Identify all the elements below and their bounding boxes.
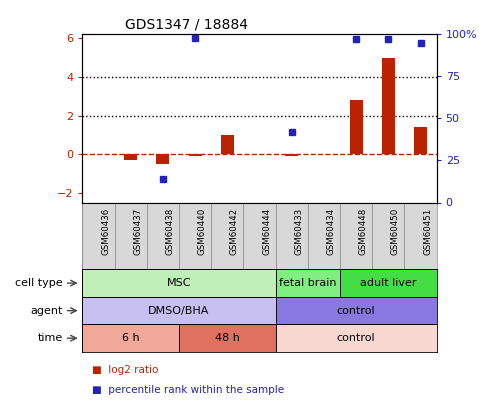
Text: MSC: MSC xyxy=(167,278,191,288)
Text: GSM60437: GSM60437 xyxy=(133,208,142,255)
Text: GDS1347 / 18884: GDS1347 / 18884 xyxy=(125,18,248,32)
Bar xyxy=(414,127,427,154)
Bar xyxy=(382,58,395,154)
Text: control: control xyxy=(337,306,375,315)
Text: agent: agent xyxy=(30,306,63,315)
Bar xyxy=(124,154,137,160)
Text: 48 h: 48 h xyxy=(215,333,240,343)
Bar xyxy=(156,154,169,164)
Text: GSM60444: GSM60444 xyxy=(262,208,271,255)
Bar xyxy=(82,297,275,324)
Bar xyxy=(147,202,179,269)
Text: GSM60450: GSM60450 xyxy=(391,208,400,255)
Bar xyxy=(350,100,363,154)
Bar xyxy=(275,269,340,297)
Bar xyxy=(275,202,308,269)
Text: GSM60438: GSM60438 xyxy=(166,208,175,255)
Bar xyxy=(340,269,437,297)
Bar xyxy=(340,202,372,269)
Bar xyxy=(189,154,202,156)
Bar xyxy=(179,324,275,352)
Bar xyxy=(308,202,340,269)
Text: GSM60451: GSM60451 xyxy=(423,208,432,255)
Text: GSM60442: GSM60442 xyxy=(230,208,239,255)
Bar xyxy=(275,297,437,324)
Text: time: time xyxy=(37,333,63,343)
Bar xyxy=(82,324,179,352)
Text: GSM60448: GSM60448 xyxy=(359,208,368,255)
Text: GSM60433: GSM60433 xyxy=(294,208,303,255)
Text: adult liver: adult liver xyxy=(360,278,417,288)
Text: GSM60436: GSM60436 xyxy=(101,208,110,255)
Bar xyxy=(275,324,437,352)
Text: 6 h: 6 h xyxy=(122,333,139,343)
Text: fetal brain: fetal brain xyxy=(279,278,336,288)
Text: ■  log2 ratio: ■ log2 ratio xyxy=(92,365,159,375)
Bar xyxy=(82,202,115,269)
Bar xyxy=(285,154,298,156)
Text: GSM60440: GSM60440 xyxy=(198,208,207,255)
Bar xyxy=(372,202,404,269)
Bar xyxy=(82,269,275,297)
Text: ■  percentile rank within the sample: ■ percentile rank within the sample xyxy=(92,385,284,394)
Bar xyxy=(211,202,244,269)
Bar xyxy=(244,202,275,269)
Bar xyxy=(404,202,437,269)
Bar xyxy=(179,202,211,269)
Bar xyxy=(115,202,147,269)
Text: cell type: cell type xyxy=(15,278,63,288)
Text: GSM60434: GSM60434 xyxy=(326,208,335,255)
Text: control: control xyxy=(337,333,375,343)
Bar xyxy=(221,135,234,154)
Text: DMSO/BHA: DMSO/BHA xyxy=(148,306,210,315)
